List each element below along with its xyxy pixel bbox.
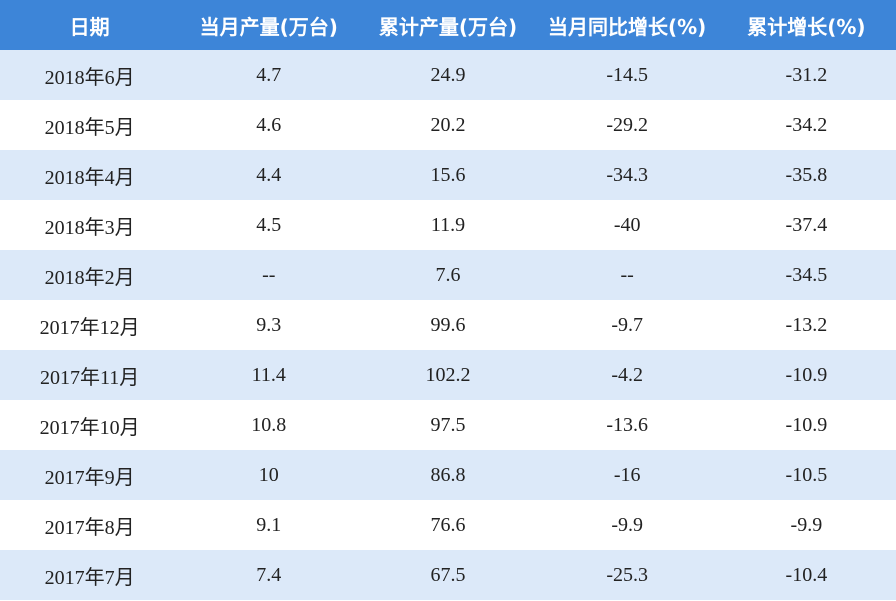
table-row: 2017年8月 9.1 76.6 -9.9 -9.9 xyxy=(0,500,896,550)
header-cell: 累计产量(万台) xyxy=(358,0,538,50)
table-cell: -34.3 xyxy=(537,150,717,200)
table-cell: 97.5 xyxy=(358,400,538,450)
table-cell: 15.6 xyxy=(358,150,538,200)
table-cell: 10.8 xyxy=(179,400,359,450)
table-cell: 76.6 xyxy=(358,500,538,550)
table-cell: 4.6 xyxy=(179,100,359,150)
header-cell: 累计增长(%) xyxy=(716,0,896,50)
table-cell: -13.2 xyxy=(716,300,896,350)
table-cell: 11.4 xyxy=(179,350,359,400)
table-cell: 7.6 xyxy=(358,250,538,300)
table-cell: 20.2 xyxy=(358,100,538,150)
header-cell: 当月同比增长(%) xyxy=(537,0,717,50)
table-cell: -35.8 xyxy=(716,150,896,200)
table-cell: 2017年10月 xyxy=(0,400,180,450)
table-cell: -16 xyxy=(537,450,717,500)
table-header: 日期 当月产量(万台) 累计产量(万台) 当月同比增长(%) 累计增长(%) xyxy=(0,0,896,50)
table-row: 2017年11月 11.4 102.2 -4.2 -10.9 xyxy=(0,350,896,400)
table-row: 2018年4月 4.4 15.6 -34.3 -35.8 xyxy=(0,150,896,200)
table-cell: 24.9 xyxy=(358,50,538,100)
table-row: 2018年6月 4.7 24.9 -14.5 -31.2 xyxy=(0,50,896,100)
table-row: 2017年9月 10 86.8 -16 -10.5 xyxy=(0,450,896,500)
table-row: 2017年10月 10.8 97.5 -13.6 -10.9 xyxy=(0,400,896,450)
table-body: 2018年6月 4.7 24.9 -14.5 -31.2 2018年5月 4.6 20.2 -2… xyxy=(0,50,896,600)
table-cell: -9.9 xyxy=(537,500,717,550)
table-cell: 10 xyxy=(179,450,359,500)
table-cell: -9.7 xyxy=(537,300,717,350)
table-cell: -9.9 xyxy=(716,500,896,550)
table-cell: -25.3 xyxy=(537,550,717,600)
table-cell: -34.5 xyxy=(716,250,896,300)
table-cell: 2017年7月 xyxy=(0,550,180,600)
table-cell: 9.3 xyxy=(179,300,359,350)
table-cell: -4.2 xyxy=(537,350,717,400)
table-cell: 86.8 xyxy=(358,450,538,500)
table-cell: -- xyxy=(537,250,717,300)
table-cell: -- xyxy=(179,250,359,300)
table-row: 2018年3月 4.5 11.9 -40 -37.4 xyxy=(0,200,896,250)
table-cell: -31.2 xyxy=(716,50,896,100)
header-cell: 当月产量(万台) xyxy=(179,0,359,50)
table-cell: 4.4 xyxy=(179,150,359,200)
table-cell: 102.2 xyxy=(358,350,538,400)
table-cell: 2018年3月 xyxy=(0,200,180,250)
table-cell: 4.7 xyxy=(179,50,359,100)
table-cell: 2017年12月 xyxy=(0,300,180,350)
table-row: 2018年5月 4.6 20.2 -29.2 -34.2 xyxy=(0,100,896,150)
table-cell: 2018年2月 xyxy=(0,250,180,300)
table-cell: 67.5 xyxy=(358,550,538,600)
table-row: 2017年7月 7.4 67.5 -25.3 -10.4 xyxy=(0,550,896,600)
table-cell: -40 xyxy=(537,200,717,250)
table-cell: -13.6 xyxy=(537,400,717,450)
table-cell: 99.6 xyxy=(358,300,538,350)
table-cell: 2017年11月 xyxy=(0,350,180,400)
table-cell: 2018年6月 xyxy=(0,50,180,100)
table-cell: -10.9 xyxy=(716,350,896,400)
header-row: 日期 当月产量(万台) 累计产量(万台) 当月同比增长(%) 累计增长(%) xyxy=(0,0,896,50)
table-cell: 2018年5月 xyxy=(0,100,180,150)
table-cell: -14.5 xyxy=(537,50,717,100)
table-cell: -29.2 xyxy=(537,100,717,150)
table-row: 2018年2月 -- 7.6 -- -34.5 xyxy=(0,250,896,300)
table-cell: 2017年8月 xyxy=(0,500,180,550)
table-cell: 2018年4月 xyxy=(0,150,180,200)
table-cell: 7.4 xyxy=(179,550,359,600)
table-cell: -34.2 xyxy=(716,100,896,150)
table-cell: 4.5 xyxy=(179,200,359,250)
table-row: 2017年12月 9.3 99.6 -9.7 -13.2 xyxy=(0,300,896,350)
table-cell: 9.1 xyxy=(179,500,359,550)
table-cell: -37.4 xyxy=(716,200,896,250)
table-cell: -10.9 xyxy=(716,400,896,450)
table-cell: -10.5 xyxy=(716,450,896,500)
header-cell: 日期 xyxy=(0,0,180,50)
table-cell: 11.9 xyxy=(358,200,538,250)
table-cell: 2017年9月 xyxy=(0,450,180,500)
table-cell: -10.4 xyxy=(716,550,896,600)
